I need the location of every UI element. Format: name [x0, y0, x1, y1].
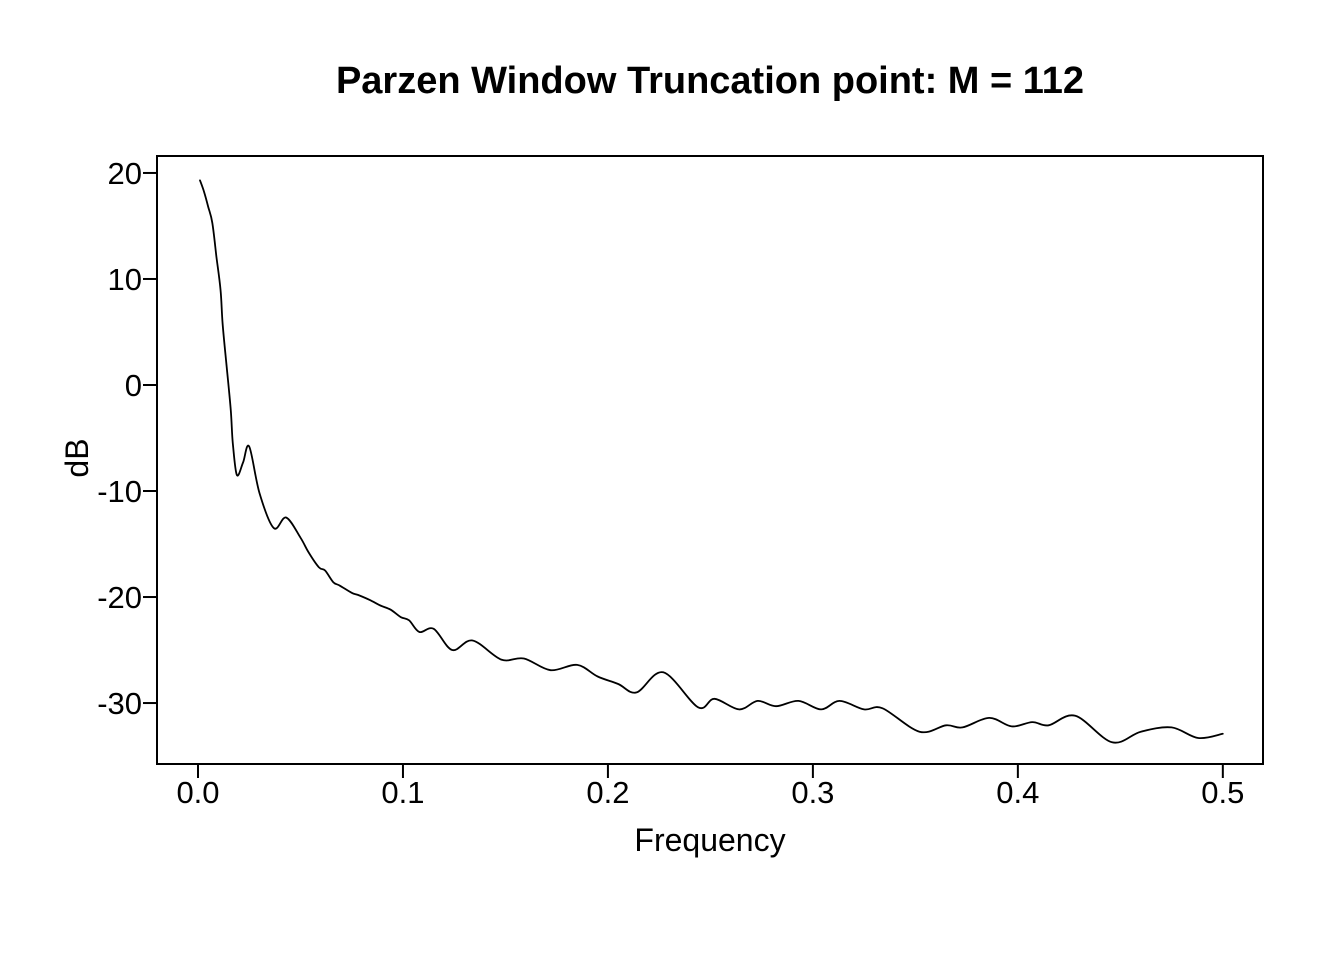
- y-tick-label: -20: [97, 580, 142, 615]
- x-tick-label: 0.3: [791, 775, 834, 810]
- y-axis-tick-labels: 20 10 0 -10 -20 -30: [97, 156, 142, 721]
- y-axis-ticks: [143, 171, 157, 705]
- y-axis-label: dB: [59, 438, 95, 477]
- x-tick-label: 0.0: [176, 775, 219, 810]
- y-tick-label: -10: [97, 474, 142, 509]
- x-tick-label: 0.4: [996, 775, 1039, 810]
- y-tick-label: 0: [125, 368, 142, 403]
- y-tick-label: 10: [108, 262, 142, 297]
- plot-title: Parzen Window Truncation point: M = 112: [336, 60, 1084, 102]
- y-tick-label: 20: [108, 156, 142, 191]
- plot-panel-border: [156, 155, 1264, 765]
- x-axis-tick-labels: 0.0 0.1 0.2 0.3 0.4 0.5: [176, 775, 1244, 810]
- x-tick-label: 0.2: [586, 775, 629, 810]
- x-axis-label: Frequency: [634, 822, 785, 858]
- x-tick-label: 0.5: [1201, 775, 1244, 810]
- x-axis-ticks: [196, 764, 1224, 778]
- y-tick-label: -30: [97, 686, 142, 721]
- x-tick-label: 0.1: [381, 775, 424, 810]
- spectrum-curve: [199, 179, 1224, 744]
